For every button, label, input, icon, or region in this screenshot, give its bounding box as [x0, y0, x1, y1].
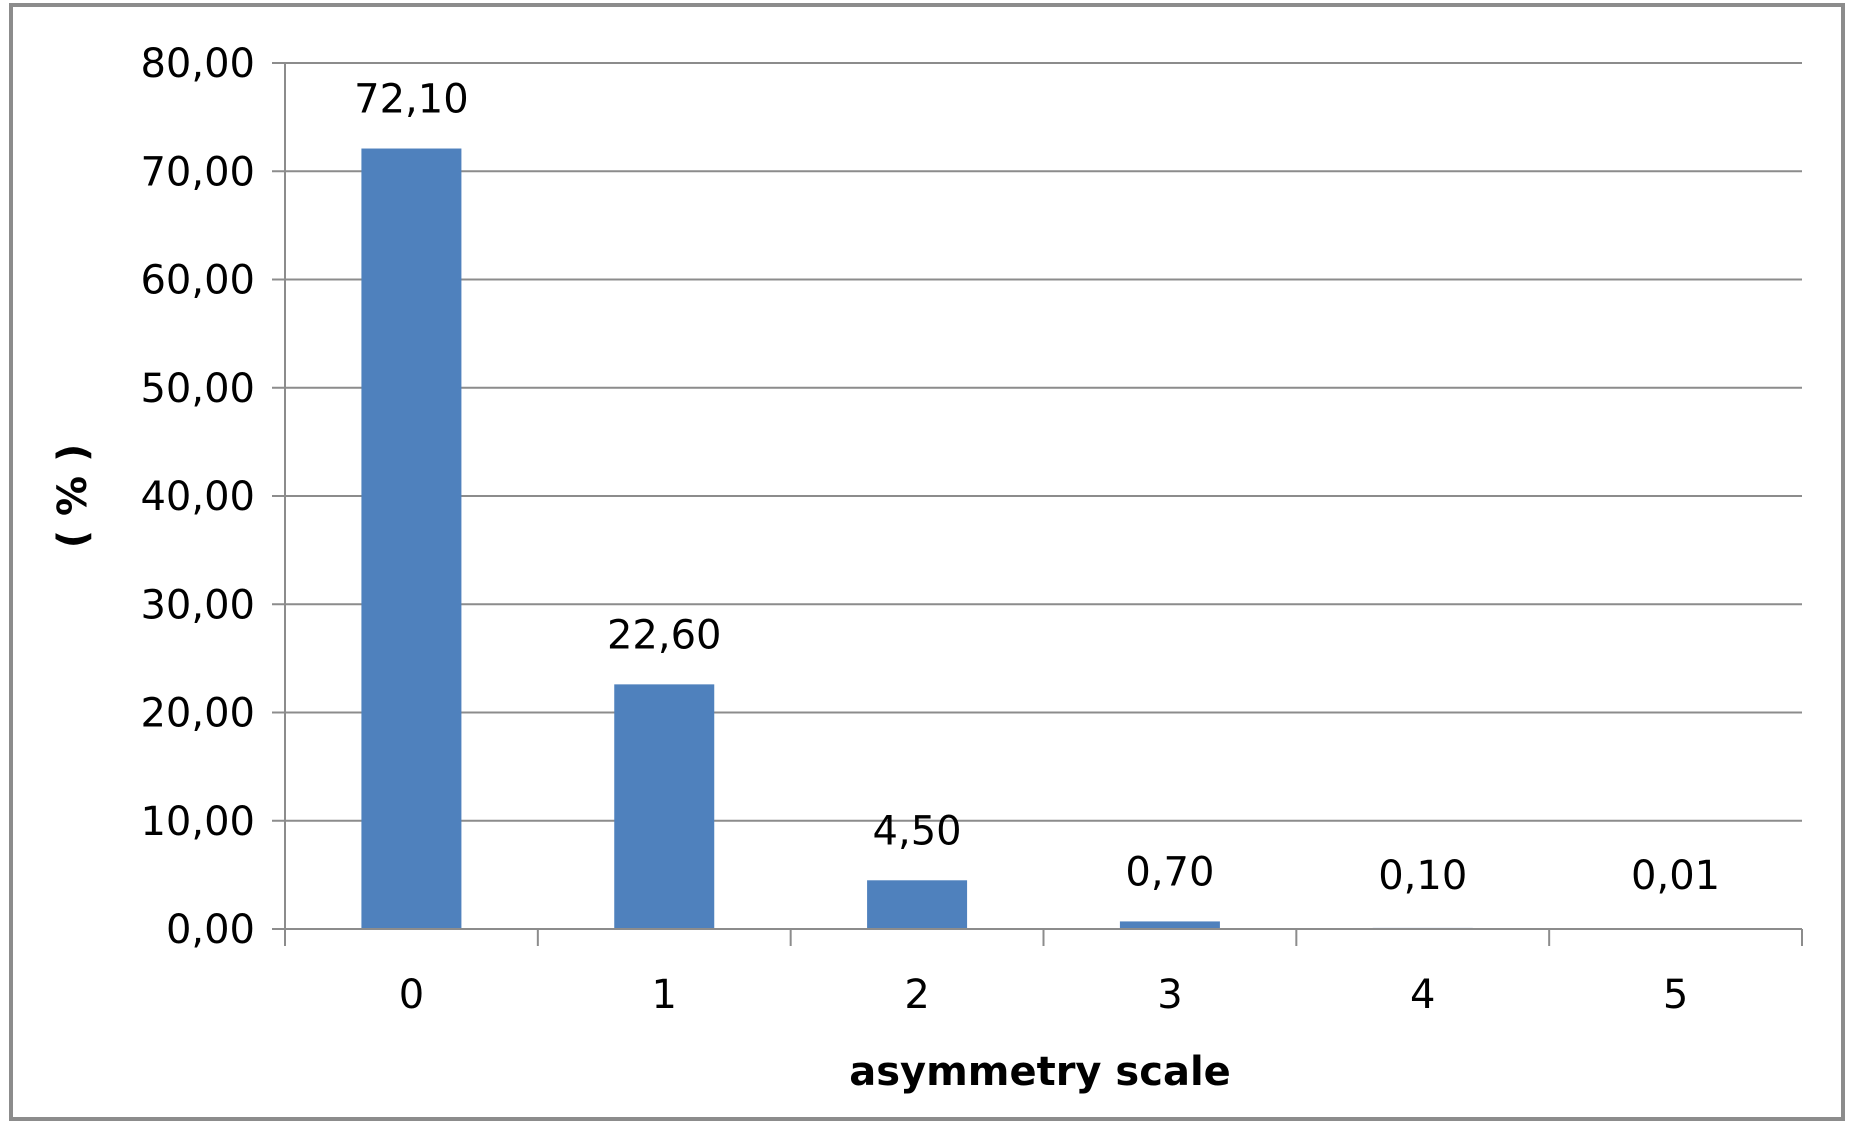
data-label: 0,01: [1631, 853, 1720, 899]
y-tick-label: 30,00: [140, 582, 255, 628]
y-tick-labels: 0,00 10,00 20,00 30,00 40,00 50,00 60,00 70,00 8…: [140, 41, 255, 953]
y-axis-title: ( % ): [50, 444, 96, 549]
bar-2: [867, 880, 967, 929]
data-label: 0,10: [1378, 853, 1467, 899]
bars: [361, 149, 1725, 929]
y-tick-label: 50,00: [140, 366, 255, 412]
data-labels: 72,10 22,60 4,50 0,70 0,10 0,01: [354, 77, 1720, 899]
x-tick-label: 1: [652, 972, 677, 1018]
x-axis-title: asymmetry scale: [849, 1049, 1231, 1095]
y-tick-label: 0,00: [166, 907, 255, 953]
y-tick-label: 60,00: [140, 258, 255, 304]
gridlines: [272, 63, 1802, 929]
x-tick-label: 3: [1157, 972, 1182, 1018]
data-label: 72,10: [354, 77, 469, 123]
x-tick-label: 0: [399, 972, 424, 1018]
x-tick-label: 2: [904, 972, 929, 1018]
data-label: 22,60: [607, 612, 722, 658]
x-tick-label: 5: [1663, 972, 1688, 1018]
bar-0: [361, 149, 461, 929]
data-label: 4,50: [873, 808, 962, 854]
axes: [285, 63, 1802, 946]
x-tick-label: 4: [1410, 972, 1435, 1018]
bar-1: [614, 684, 714, 929]
y-tick-label: 80,00: [140, 41, 255, 87]
data-label: 0,70: [1125, 849, 1214, 895]
y-tick-label: 40,00: [140, 474, 255, 520]
x-tick-labels: 0 1 2 3 4 5: [399, 972, 1689, 1018]
y-tick-label: 20,00: [140, 691, 255, 737]
bar-3: [1120, 921, 1220, 929]
y-tick-label: 70,00: [140, 149, 255, 195]
y-tick-label: 10,00: [140, 799, 255, 845]
